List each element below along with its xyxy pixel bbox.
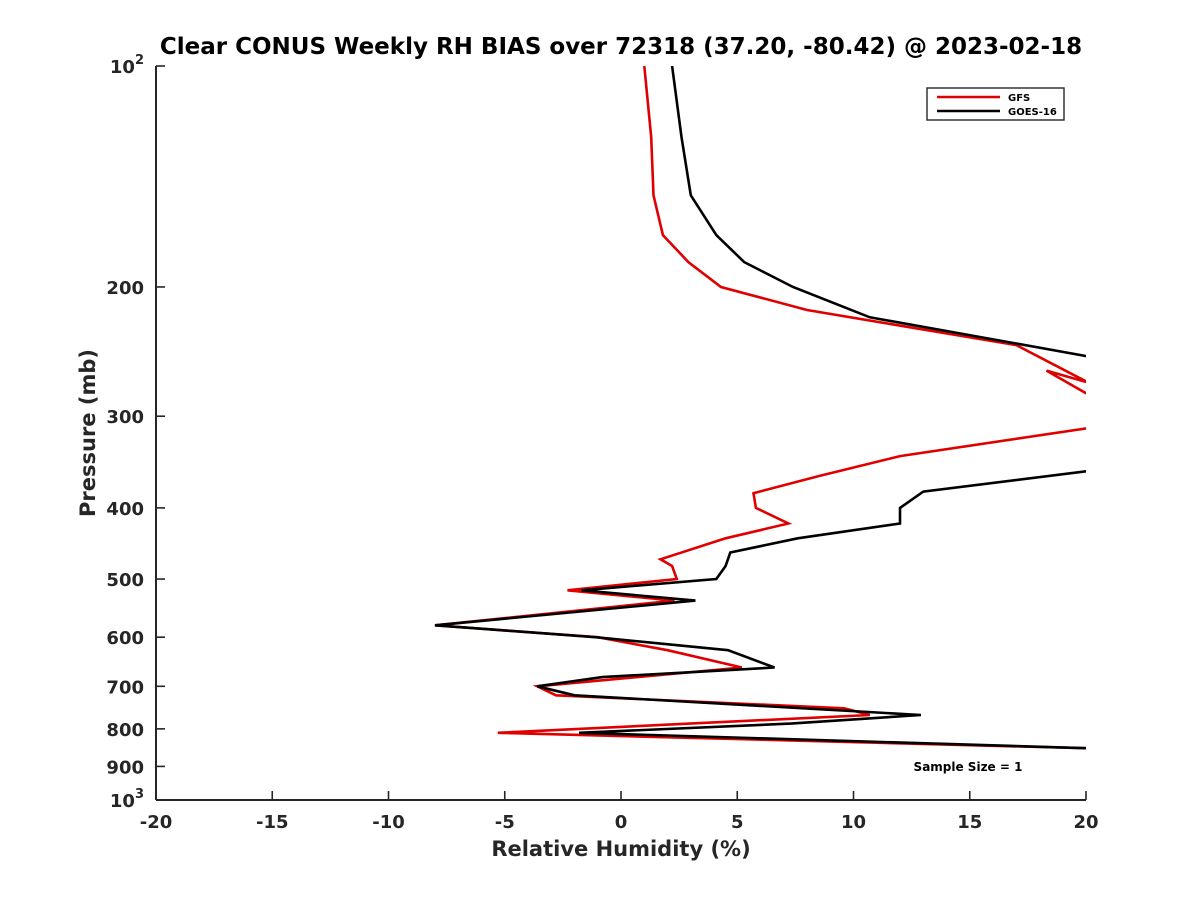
y-axis-label: Pressure (mb) (76, 349, 100, 517)
legend-box (926, 87, 1065, 121)
x-tick-label: -15 (256, 812, 289, 833)
legend-entry-label: GFS (1008, 93, 1030, 104)
legend-entry-label: GOES-16 (1008, 107, 1057, 118)
x-tick-label: -5 (495, 812, 515, 833)
legend: GFS GOES-16 (926, 87, 1065, 121)
sample-size-annotation: Sample Size = 1 (914, 760, 1023, 774)
y-tick-label: 400 (106, 499, 144, 520)
y-tick-label: 103 (110, 787, 144, 812)
y-tick-label: 800 (106, 720, 144, 741)
x-tick-label: -10 (372, 812, 405, 833)
x-axis-label: Relative Humidity (%) (491, 837, 750, 861)
series-line-goes-16 (434, 66, 1086, 750)
y-tick-label: 300 (106, 407, 144, 428)
x-tick-label: 10 (841, 812, 866, 833)
y-tick-label: 900 (106, 757, 144, 778)
plot-area: -20 -15 -10 -5 0 5 10 15 20 102 200 300 400 500 600 700… (106, 53, 1098, 833)
x-tick-label: 5 (731, 812, 744, 833)
chart-title: Clear CONUS Weekly RH BIAS over 72318 (3… (160, 34, 1082, 60)
x-tick-label: 20 (1073, 812, 1098, 833)
y-tick-label: 600 (106, 628, 144, 649)
x-tick-label: -20 (140, 812, 173, 833)
y-tick-label: 500 (106, 570, 144, 591)
y-tick-label: 102 (110, 53, 144, 78)
series-line-gfs (434, 66, 1086, 750)
x-tick-label: 0 (615, 812, 628, 833)
x-tick-label: 15 (957, 812, 982, 833)
y-tick-label: 700 (106, 677, 144, 698)
y-tick-label: 200 (106, 278, 144, 299)
